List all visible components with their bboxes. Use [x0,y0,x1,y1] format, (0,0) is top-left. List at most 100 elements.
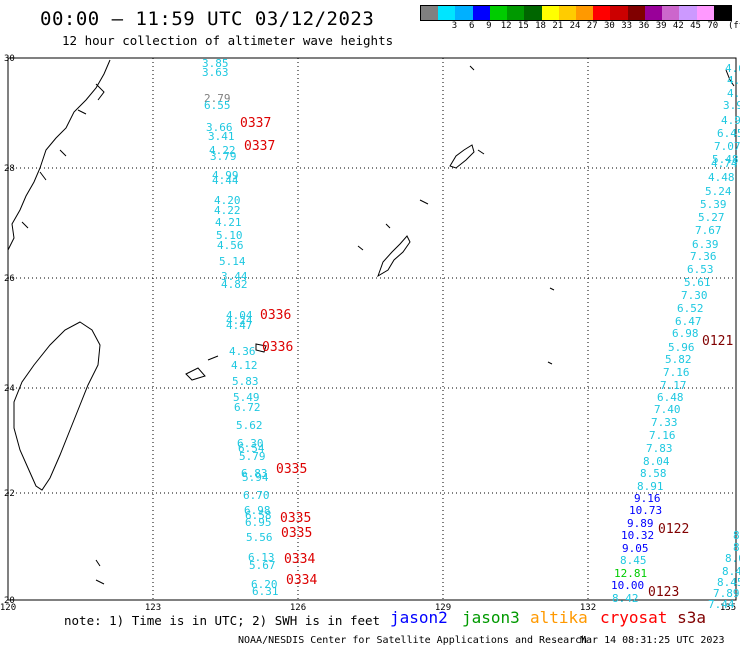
wave-height-value: 12.81 [614,567,648,580]
wave-height-value: 2.79 [204,92,231,105]
wave-height-value: 6.39 [692,238,719,251]
wave-height-value: 6.30 [237,437,264,450]
longitude-label: 135 [719,603,737,613]
color-swatch [421,6,439,20]
color-tick-label: 6 [468,21,475,31]
wave-height-value: 5.27 [698,211,725,224]
wave-height-value: 4.74 [711,157,738,170]
wave-height-value: 6.55 [204,99,231,112]
wave-height-value: 3.63 [202,66,229,79]
wave-height-value: 8.0 [725,552,740,565]
map-frame [7,57,737,601]
wave-height-value: 6.54 [238,442,265,455]
longitude-label: 120 [0,603,17,613]
wave-height-value: 4.3 [727,87,740,100]
wave-height-value: 6.52 [677,302,704,315]
color-swatch [610,6,628,20]
color-swatch [455,6,473,20]
wave-height-value: 6.95 [245,516,272,529]
wave-height-value: 7.17 [660,379,687,392]
color-tick-label: 9 [486,21,492,31]
color-swatch [541,6,559,20]
wave-height-value: 5.49 [233,391,260,404]
wave-height-value: 7.07 [714,140,740,153]
wave-height-value: 5.14 [219,255,246,268]
color-swatch [662,6,680,20]
wave-height-value: 8.58 [640,467,667,480]
color-scale-ticks: 3 6 9 12 15 18 21 24 27 30 33 36 39 42 45 70 [420,21,730,33]
wave-height-value: 5.62 [236,419,263,432]
wave-height-value: 8.42 [612,592,639,605]
wave-height-value: 6.47 [675,315,702,328]
wave-height-value: 3.90 [723,99,740,112]
color-swatch [507,6,525,20]
pass-time-label: 0335 [281,526,313,541]
pass-time-label: 0336 [260,308,292,323]
wave-height-value: 3.79 [210,150,237,163]
color-scale-bar [420,5,732,21]
wave-height-value: 6.31 [252,585,279,598]
wave-height-value: 9.89 [627,517,654,530]
color-tick-label: 45 [690,21,701,31]
wave-height-value: 3.85 [202,57,229,70]
wave-height-value: 6.98 [244,504,271,517]
wave-height-value: 9.16 [634,492,661,505]
wave-height-value: 4.21 [215,216,242,229]
longitude-label: 123 [144,603,162,613]
latitude-label: 20 [4,596,15,606]
wave-height-value: 4.24 [226,314,253,327]
longitude-label: 132 [579,603,597,613]
wave-height-value: 5.94 [242,471,269,484]
wave-height-value: 4.82 [221,278,248,291]
latitude-label: 24 [4,384,15,394]
wave-height-value: 4.20 [214,194,241,207]
wave-height-value: 7.36 [690,250,717,263]
color-swatch [627,6,645,20]
pass-time-label: 0121 [702,334,734,349]
wave-height-value: 5.67 [249,559,276,572]
color-tick-label: 12 [500,21,512,31]
wave-height-value: 7.83 [646,442,673,455]
longitude-label: 126 [289,603,307,613]
color-tick-label: 24 [569,21,581,31]
pass-time-label: 0334 [284,552,316,567]
wave-height-value: 8 [733,529,740,542]
wave-height-value: 4.99 [212,169,239,182]
wave-height-value: 6.70 [243,489,270,502]
footer-note: note: 1) Time is in UTC; 2) SWH is in fe… [64,613,381,628]
okinawa-coastline [357,223,411,278]
sakishima-coastline [185,343,267,381]
wave-height-value: 6.45 [717,127,740,140]
wave-height-value: 6.53 [687,263,714,276]
coastlines [7,59,735,585]
pass-time-label: 0337 [244,139,276,154]
map-grid [8,58,736,600]
pass-time-label: 0336 [262,340,294,355]
color-tick-label: 18 [535,21,546,31]
wave-height-value: 7.44 [708,598,735,611]
legend-s3a: s3a [677,608,706,627]
color-scale-unit: (ft) [728,21,740,31]
wave-height-value: 4.36 [229,345,256,358]
wave-height-value: 5.96 [668,341,695,354]
wave-height-value: 5.56 [246,531,273,544]
wave-height-value: 8.91 [637,480,664,493]
wave-height-value: 6.83 [241,467,268,480]
pass-time-label: 0334 [286,573,318,588]
wave-height-value: 3.66 [206,121,233,134]
pass-time-label: 0335 [276,462,308,477]
small-islands [95,65,735,585]
wave-height-value: 4.60 [725,62,740,75]
wave-height-value: 4.47 [226,319,253,332]
wave-height-value: 3.41 [208,130,235,143]
wave-height-value: 6.48 [657,391,684,404]
longitude-label: 129 [434,603,452,613]
wave-height-value: 4.97 [721,114,740,127]
color-tick-label: 39 [655,21,667,31]
color-tick-label: 33 [621,21,633,31]
color-tick-label: 30 [604,21,615,31]
color-tick-label: 15 [517,21,529,31]
color-swatch [472,6,490,20]
wave-height-value: 7.33 [651,416,678,429]
